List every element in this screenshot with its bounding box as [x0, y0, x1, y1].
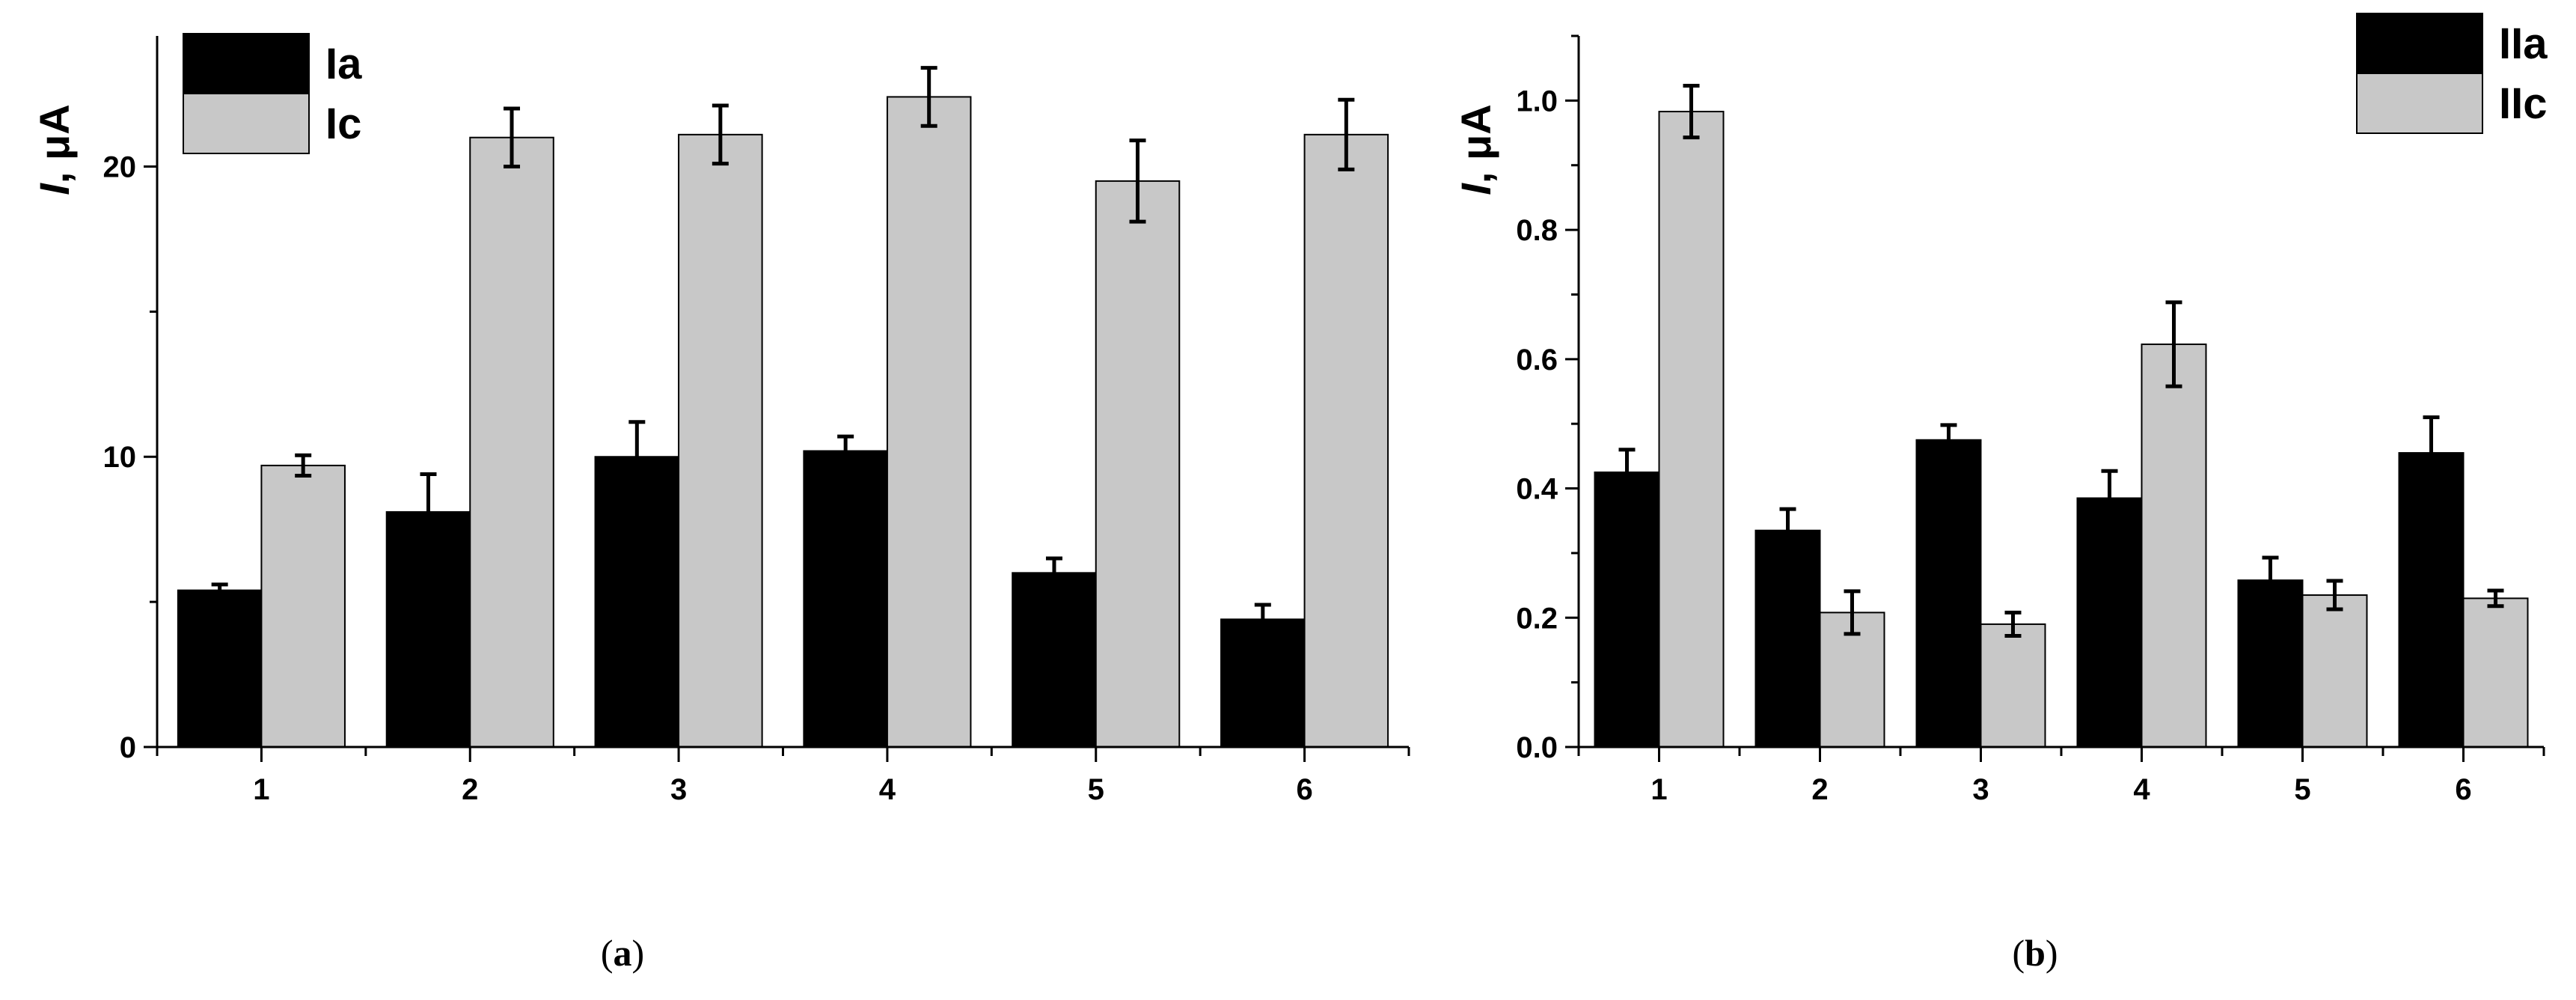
legend-label-Ia: Ia [325, 40, 362, 88]
caption-close: ) [632, 932, 645, 974]
x-tick-label: 6 [1296, 773, 1312, 806]
y-axis-label: I, μA [31, 104, 78, 195]
error-bar-Ic-3 [712, 103, 729, 166]
y-tick-label: 0 [120, 731, 136, 764]
y-tick-label: 0.6 [1516, 344, 1558, 376]
bar-Ic-3 [678, 133, 763, 748]
panel-b: 0.0 0.2 0.4 0.6 0.8 1.0 1 2 3 4 5 6 I, μA IIa IIc (b) [1452, 13, 2548, 974]
y-tick-label: 0.0 [1516, 731, 1558, 764]
bar-IIc-3 [1980, 623, 2046, 749]
bar-Ic-2 [469, 136, 554, 748]
x-tick-label: 6 [2455, 773, 2471, 806]
error-bar-Ic-1 [295, 453, 312, 478]
bar-IIa-3 [1915, 439, 1982, 748]
error-bar-Ic-2 [504, 106, 521, 168]
bar-Ic-4 [886, 96, 972, 748]
error-bar-Ic-4 [920, 66, 937, 128]
bar-IIa-1 [1594, 471, 1660, 748]
bar-Ia-5 [1012, 572, 1097, 748]
bar-IIc-5 [2301, 594, 2368, 749]
error-bar-IIc-4 [2165, 300, 2182, 388]
y-tick-label: 1.0 [1516, 85, 1558, 118]
x-tick-label: 4 [879, 773, 896, 806]
error-bar-IIa-1 [1618, 448, 1636, 497]
panel-caption: (a) [601, 932, 644, 974]
legend-label-IIc: IIc [2499, 79, 2548, 128]
y-tick-label: 0.4 [1516, 473, 1558, 506]
x-tick-label: 1 [253, 773, 269, 806]
bar-Ia-6 [1220, 618, 1306, 748]
legend-label-IIa: IIa [2499, 19, 2548, 68]
bar-Ic-5 [1095, 180, 1181, 748]
error-bar-Ia-3 [628, 420, 646, 494]
caption-close: ) [2046, 932, 2058, 974]
bar-IIa-6 [2398, 452, 2465, 749]
error-bar-Ia-4 [837, 434, 854, 468]
y-tick-label: 20 [103, 150, 137, 183]
bar-IIc-1 [1658, 111, 1725, 748]
x-tick-label: 2 [1811, 773, 1828, 806]
error-bar-IIc-1 [1683, 84, 1700, 140]
error-bar-IIc-5 [2326, 579, 2343, 612]
x-tick-label: 1 [1650, 773, 1667, 806]
legend-swatch-Ic [183, 93, 310, 154]
caption-open: ( [601, 932, 614, 974]
y-axis-label-unit: , μA [1452, 104, 1499, 183]
bar-IIa-5 [2237, 579, 2304, 748]
error-bar-IIa-3 [1940, 423, 1957, 457]
y-tick-label: 10 [103, 441, 137, 474]
x-tick-label: 4 [2133, 773, 2150, 806]
legend-swatch-IIa [2356, 13, 2483, 74]
y-axis-label: I, μA [1452, 104, 1499, 195]
y-tick-label: 0.8 [1516, 214, 1558, 247]
bar-Ia-1 [177, 589, 263, 748]
error-bar-IIc-3 [2004, 610, 2022, 638]
caption-open: ( [2012, 932, 2025, 974]
error-bar-Ic-6 [1338, 97, 1355, 171]
panel-caption: (b) [2012, 932, 2058, 974]
error-bar-IIa-4 [2101, 469, 2118, 528]
bar-Ic-6 [1303, 133, 1389, 748]
bar-Ia-3 [594, 456, 680, 748]
y-axis-label-symbol: I [1452, 183, 1499, 195]
x-tick-label: 3 [1972, 773, 1989, 806]
caption-letter: a [614, 932, 632, 974]
error-bar-IIa-6 [2423, 415, 2440, 491]
legend-label-Ic: Ic [325, 100, 361, 148]
y-axis-label-symbol: I [31, 183, 78, 195]
y-tick-label: 0.2 [1516, 602, 1558, 635]
error-bar-IIa-2 [1779, 507, 1796, 554]
error-bar-IIc-6 [2487, 588, 2504, 609]
caption-letter: b [2025, 932, 2046, 974]
x-tick-label: 5 [2294, 773, 2310, 806]
error-bar-Ia-5 [1045, 556, 1062, 590]
bar-Ia-4 [803, 450, 888, 748]
x-tick-label: 5 [1088, 773, 1104, 806]
y-axis-label-unit: , μA [31, 104, 78, 183]
error-bar-Ia-2 [420, 472, 437, 552]
error-bar-IIa-5 [2262, 555, 2279, 605]
error-bar-Ia-1 [211, 582, 228, 598]
legend-swatch-Ia [183, 33, 310, 94]
error-bar-Ic-5 [1129, 138, 1146, 224]
bar-IIa-4 [2076, 497, 2143, 748]
x-tick-label: 3 [670, 773, 687, 806]
x-tick-label: 2 [462, 773, 478, 806]
bar-IIc-6 [2462, 597, 2529, 749]
error-bar-IIc-2 [1844, 589, 1861, 636]
bar-IIa-2 [1754, 529, 1821, 748]
bar-IIc-4 [2141, 343, 2207, 749]
error-bar-Ia-6 [1254, 603, 1271, 636]
legend-swatch-IIc [2356, 73, 2483, 134]
bar-Ic-1 [260, 464, 346, 748]
